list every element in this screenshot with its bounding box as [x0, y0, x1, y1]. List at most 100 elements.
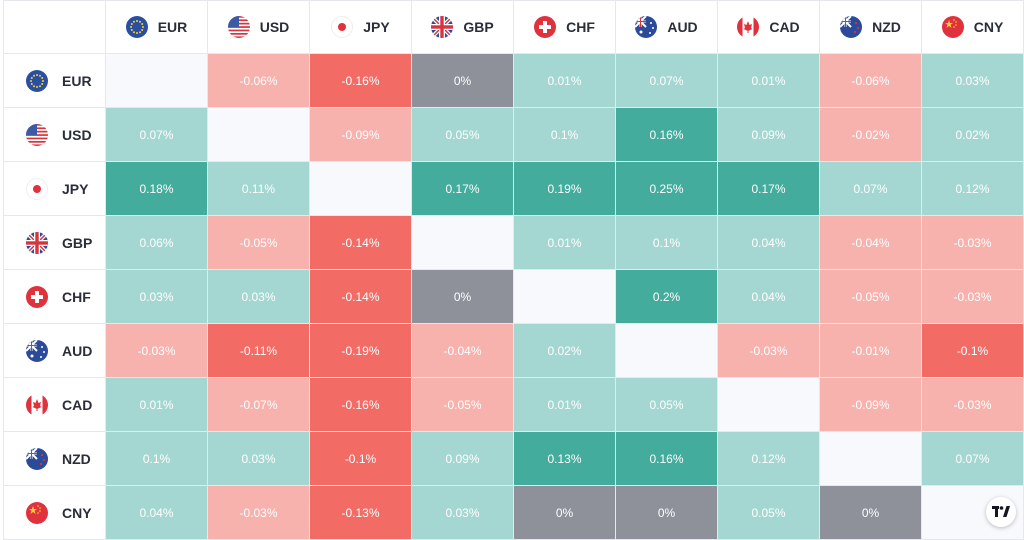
row-header-eur[interactable]: EUR: [4, 54, 105, 107]
heatmap-cell-chf-jpy[interactable]: -0.14%: [310, 270, 411, 323]
heatmap-cell-empty: [412, 216, 513, 269]
heatmap-cell-cny-eur[interactable]: 0.04%: [106, 486, 207, 539]
heatmap-cell-jpy-cny[interactable]: 0.12%: [922, 162, 1023, 215]
heatmap-cell-cny-cad[interactable]: 0.05%: [718, 486, 819, 539]
ca-flag-icon: [737, 16, 760, 38]
heatmap-cell-cad-cny[interactable]: -0.03%: [922, 378, 1023, 431]
heatmap-cell-empty: [106, 54, 207, 107]
column-header-gbp[interactable]: GBP: [412, 1, 513, 53]
heatmap-cell-chf-eur[interactable]: 0.03%: [106, 270, 207, 323]
heatmap-cell-cny-nzd[interactable]: 0%: [820, 486, 921, 539]
heatmap-cell-nzd-jpy[interactable]: -0.1%: [310, 432, 411, 485]
heatmap-cell-aud-eur[interactable]: -0.03%: [106, 324, 207, 377]
heatmap-cell-nzd-eur[interactable]: 0.1%: [106, 432, 207, 485]
heatmap-cell-eur-usd[interactable]: -0.06%: [208, 54, 309, 107]
row-header-jpy[interactable]: JPY: [4, 162, 105, 215]
heatmap-cell-jpy-chf[interactable]: 0.19%: [514, 162, 615, 215]
heatmap-cell-cad-chf[interactable]: 0.01%: [514, 378, 615, 431]
column-header-label: CNY: [973, 19, 1004, 35]
tradingview-logo-icon[interactable]: [986, 497, 1016, 527]
heatmap-cell-usd-chf[interactable]: 0.1%: [514, 108, 615, 161]
heatmap-cell-eur-jpy[interactable]: -0.16%: [310, 54, 411, 107]
row-header-chf[interactable]: CHF: [4, 270, 105, 323]
heatmap-cell-usd-nzd[interactable]: -0.02%: [820, 108, 921, 161]
heatmap-cell-eur-aud[interactable]: 0.07%: [616, 54, 717, 107]
column-header-aud[interactable]: AUD: [616, 1, 717, 53]
heatmap-cell-aud-nzd[interactable]: -0.01%: [820, 324, 921, 377]
heatmap-cell-empty: [616, 324, 717, 377]
heatmap-cell-chf-gbp[interactable]: 0%: [412, 270, 513, 323]
heatmap-cell-usd-aud[interactable]: 0.16%: [616, 108, 717, 161]
heatmap-cell-jpy-cad[interactable]: 0.17%: [718, 162, 819, 215]
heatmap-cell-eur-cny[interactable]: 0.03%: [922, 54, 1023, 107]
heatmap-cell-gbp-usd[interactable]: -0.05%: [208, 216, 309, 269]
heatmap-cell-aud-cad[interactable]: -0.03%: [718, 324, 819, 377]
column-header-cny[interactable]: CNY: [922, 1, 1023, 53]
row-header-aud[interactable]: AUD: [4, 324, 105, 377]
heatmap-cell-usd-jpy[interactable]: -0.09%: [310, 108, 411, 161]
heatmap-cell-eur-nzd[interactable]: -0.06%: [820, 54, 921, 107]
heatmap-cell-nzd-chf[interactable]: 0.13%: [514, 432, 615, 485]
heatmap-cell-gbp-cad[interactable]: 0.04%: [718, 216, 819, 269]
heatmap-cell-chf-nzd[interactable]: -0.05%: [820, 270, 921, 323]
heatmap-cell-cad-eur[interactable]: 0.01%: [106, 378, 207, 431]
heatmap-cell-aud-usd[interactable]: -0.11%: [208, 324, 309, 377]
row-header-label: CNY: [62, 504, 92, 521]
heatmap-cell-gbp-jpy[interactable]: -0.14%: [310, 216, 411, 269]
heatmap-cell-cny-chf[interactable]: 0%: [514, 486, 615, 539]
heatmap-cell-aud-cny[interactable]: -0.1%: [922, 324, 1023, 377]
heatmap-cell-aud-jpy[interactable]: -0.19%: [310, 324, 411, 377]
heatmap-cell-cad-jpy[interactable]: -0.16%: [310, 378, 411, 431]
heatmap-cell-cad-nzd[interactable]: -0.09%: [820, 378, 921, 431]
heatmap-cell-usd-eur[interactable]: 0.07%: [106, 108, 207, 161]
heatmap-cell-cny-jpy[interactable]: -0.13%: [310, 486, 411, 539]
row-header-cny[interactable]: CNY: [4, 486, 105, 539]
heatmap-cell-eur-cad[interactable]: 0.01%: [718, 54, 819, 107]
column-header-cad[interactable]: CAD: [718, 1, 819, 53]
heatmap-cell-jpy-gbp[interactable]: 0.17%: [412, 162, 513, 215]
cn-flag-icon: [941, 16, 964, 38]
column-header-eur[interactable]: EUR: [106, 1, 207, 53]
heatmap-cell-usd-cad[interactable]: 0.09%: [718, 108, 819, 161]
heatmap-cell-eur-gbp[interactable]: 0%: [412, 54, 513, 107]
heatmap-cell-gbp-chf[interactable]: 0.01%: [514, 216, 615, 269]
heatmap-cell-eur-chf[interactable]: 0.01%: [514, 54, 615, 107]
heatmap-cell-jpy-nzd[interactable]: 0.07%: [820, 162, 921, 215]
heatmap-cell-gbp-eur[interactable]: 0.06%: [106, 216, 207, 269]
heatmap-cell-chf-aud[interactable]: 0.2%: [616, 270, 717, 323]
heatmap-cell-cad-gbp[interactable]: -0.05%: [412, 378, 513, 431]
heatmap-cell-usd-gbp[interactable]: 0.05%: [412, 108, 513, 161]
heatmap-cell-cny-aud[interactable]: 0%: [616, 486, 717, 539]
heatmap-cell-nzd-cny[interactable]: 0.07%: [922, 432, 1023, 485]
heatmap-cell-cad-aud[interactable]: 0.05%: [616, 378, 717, 431]
heatmap-cell-gbp-aud[interactable]: 0.1%: [616, 216, 717, 269]
heatmap-cell-aud-gbp[interactable]: -0.04%: [412, 324, 513, 377]
heatmap-cell-chf-usd[interactable]: 0.03%: [208, 270, 309, 323]
heatmap-cell-nzd-gbp[interactable]: 0.09%: [412, 432, 513, 485]
heatmap-cell-jpy-aud[interactable]: 0.25%: [616, 162, 717, 215]
column-header-label: CAD: [769, 19, 800, 35]
column-header-usd[interactable]: USD: [208, 1, 309, 53]
heatmap-cell-cny-usd[interactable]: -0.03%: [208, 486, 309, 539]
heatmap-cell-jpy-eur[interactable]: 0.18%: [106, 162, 207, 215]
heatmap-cell-nzd-aud[interactable]: 0.16%: [616, 432, 717, 485]
heatmap-cell-cad-usd[interactable]: -0.07%: [208, 378, 309, 431]
heatmap-cell-chf-cad[interactable]: 0.04%: [718, 270, 819, 323]
row-header-cad[interactable]: CAD: [4, 378, 105, 431]
row-header-gbp[interactable]: GBP: [4, 216, 105, 269]
column-header-label: EUR: [157, 19, 188, 35]
heatmap-cell-usd-cny[interactable]: 0.02%: [922, 108, 1023, 161]
row-header-usd[interactable]: USD: [4, 108, 105, 161]
heatmap-cell-chf-cny[interactable]: -0.03%: [922, 270, 1023, 323]
heatmap-cell-gbp-nzd[interactable]: -0.04%: [820, 216, 921, 269]
column-header-nzd[interactable]: NZD: [820, 1, 921, 53]
heatmap-cell-cny-gbp[interactable]: 0.03%: [412, 486, 513, 539]
column-header-chf[interactable]: CHF: [514, 1, 615, 53]
heatmap-cell-nzd-usd[interactable]: 0.03%: [208, 432, 309, 485]
column-header-jpy[interactable]: JPY: [310, 1, 411, 53]
heatmap-cell-nzd-cad[interactable]: 0.12%: [718, 432, 819, 485]
heatmap-cell-jpy-usd[interactable]: 0.11%: [208, 162, 309, 215]
heatmap-cell-gbp-cny[interactable]: -0.03%: [922, 216, 1023, 269]
row-header-nzd[interactable]: NZD: [4, 432, 105, 485]
heatmap-cell-aud-chf[interactable]: 0.02%: [514, 324, 615, 377]
